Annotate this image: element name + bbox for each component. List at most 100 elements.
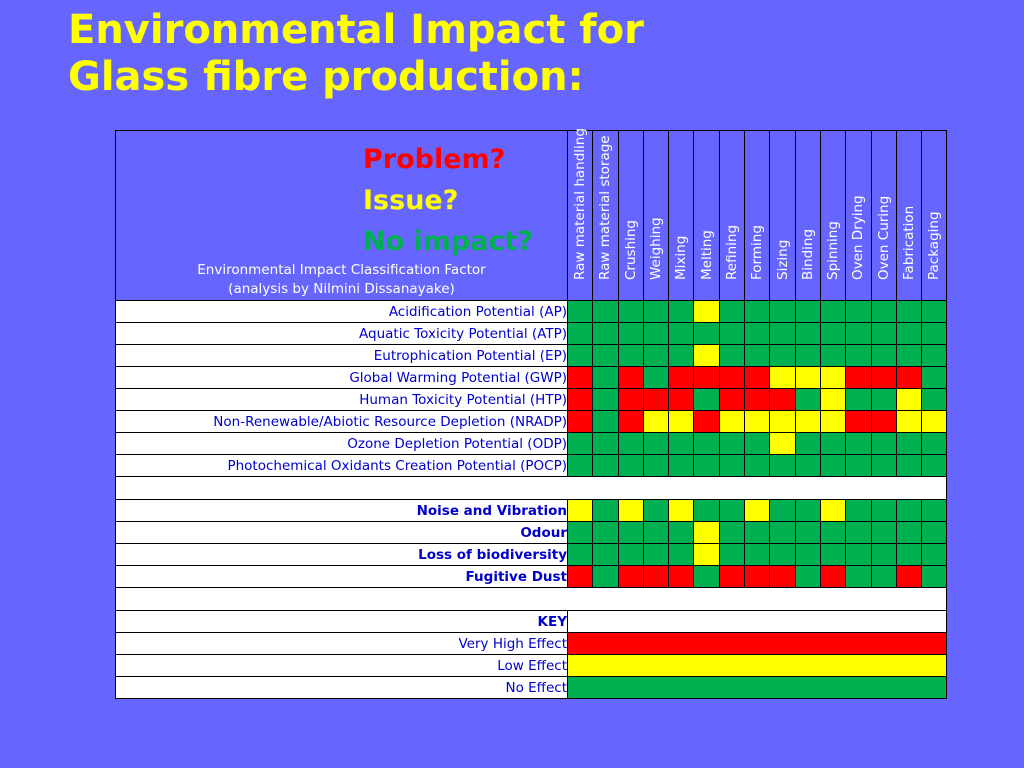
key-label: Low Effect — [115, 654, 568, 677]
key-heading-row: KEY — [115, 610, 948, 633]
row-label: Odour — [115, 521, 568, 544]
impact-cell — [693, 521, 720, 544]
impact-cell — [617, 344, 644, 367]
impact-cell — [718, 521, 746, 544]
impact-cell — [668, 521, 695, 544]
impact-cell — [566, 388, 594, 411]
impact-cell — [718, 366, 746, 389]
classification-line-1: Environmental Impact Classification Fact… — [197, 262, 486, 278]
column-header-label: Refining — [723, 224, 740, 280]
impact-cell — [870, 300, 897, 323]
impact-cell — [718, 454, 746, 477]
impact-cell — [794, 300, 821, 323]
impact-cell — [718, 432, 746, 455]
impact-cell — [895, 432, 923, 455]
row-label: Aquatic Toxicity Potential (ATP) — [115, 322, 568, 345]
matrix-row: Photochemical Oxidants Creation Potentia… — [115, 454, 948, 477]
impact-cell — [566, 322, 594, 345]
row-label: Fugitive Dust — [115, 565, 568, 588]
column-header-label: Forming — [749, 225, 766, 280]
impact-cell — [819, 366, 847, 389]
impact-cell — [592, 300, 619, 323]
impact-cell — [895, 565, 923, 588]
column-header-label: Crushing — [622, 220, 639, 280]
impact-cell — [845, 454, 872, 477]
impact-cell — [870, 565, 897, 588]
impact-cell — [769, 499, 796, 522]
impact-cell — [744, 322, 771, 345]
impact-cell — [819, 521, 847, 544]
impact-cell — [642, 344, 670, 367]
impact-cell — [718, 388, 746, 411]
column-header-oven-drying: Oven Drying — [845, 130, 872, 301]
matrix-row: Global Warming Potential (GWP) — [115, 366, 948, 389]
column-header-refining: Refining — [718, 130, 746, 301]
impact-cell — [819, 410, 847, 433]
impact-cell — [921, 454, 948, 477]
impact-cell — [819, 300, 847, 323]
column-header-label: Oven Curing — [875, 195, 892, 280]
title-line-2: Glass fibre production: — [68, 54, 584, 100]
impact-cell — [921, 388, 948, 411]
impact-cell — [895, 410, 923, 433]
impact-cell — [592, 344, 619, 367]
impact-cell — [769, 344, 796, 367]
impact-cell — [592, 565, 619, 588]
column-header-melting: Melting — [693, 130, 720, 301]
impact-cell — [921, 432, 948, 455]
impact-cell — [566, 344, 594, 367]
impact-cell — [769, 521, 796, 544]
column-header-label: Sizing — [774, 239, 791, 280]
impact-cell — [566, 300, 594, 323]
impact-cell — [769, 322, 796, 345]
column-header-oven-curing: Oven Curing — [870, 130, 897, 301]
column-header-fabrication: Fabrication — [895, 130, 923, 301]
impact-cell — [870, 432, 897, 455]
row-label: Acidification Potential (AP) — [115, 300, 568, 323]
impact-cell — [845, 565, 872, 588]
impact-cell — [744, 410, 771, 433]
column-header-packaging: Packaging — [921, 130, 948, 301]
column-header-label: Melting — [698, 230, 715, 280]
impact-cell — [668, 543, 695, 566]
impact-cell — [794, 410, 821, 433]
impact-cell — [921, 521, 948, 544]
impact-cell — [819, 344, 847, 367]
impact-cell — [668, 432, 695, 455]
impact-cell — [718, 300, 746, 323]
impact-cell — [693, 322, 720, 345]
impact-cell — [668, 388, 695, 411]
impact-cell — [566, 543, 594, 566]
impact-cell — [870, 366, 897, 389]
row-label: Eutrophication Potential (EP) — [115, 344, 568, 367]
column-header-label: Binding — [799, 228, 816, 280]
impact-cell — [769, 432, 796, 455]
impact-cell — [819, 432, 847, 455]
key-swatch — [566, 632, 948, 655]
column-header-label: Packaging — [926, 211, 943, 280]
impact-cell — [845, 410, 872, 433]
impact-cell — [895, 521, 923, 544]
matrix-row: Acidification Potential (AP) — [115, 300, 948, 323]
impact-cell — [642, 454, 670, 477]
impact-cell — [845, 366, 872, 389]
title-line-1: Environmental Impact for — [68, 7, 644, 53]
impact-cell — [794, 366, 821, 389]
impact-cell — [668, 300, 695, 323]
impact-cell — [617, 521, 644, 544]
impact-cell — [617, 543, 644, 566]
legend-issue: Issue? — [363, 185, 459, 216]
impact-matrix-table: Problem? Issue? No impact? Environmental… — [114, 128, 948, 699]
impact-cell — [794, 454, 821, 477]
matrix-row: Non-Renewable/Abiotic Resource Depletion… — [115, 410, 948, 433]
column-header-label: Raw material storage — [597, 135, 614, 280]
impact-cell — [668, 322, 695, 345]
impact-cell — [870, 521, 897, 544]
column-header-label: Raw material handling — [572, 128, 589, 280]
impact-cell — [845, 521, 872, 544]
legend-problem: Problem? — [363, 144, 506, 175]
column-header-crushing: Crushing — [617, 130, 644, 301]
impact-cell — [592, 432, 619, 455]
impact-cell — [845, 432, 872, 455]
impact-cell — [744, 344, 771, 367]
